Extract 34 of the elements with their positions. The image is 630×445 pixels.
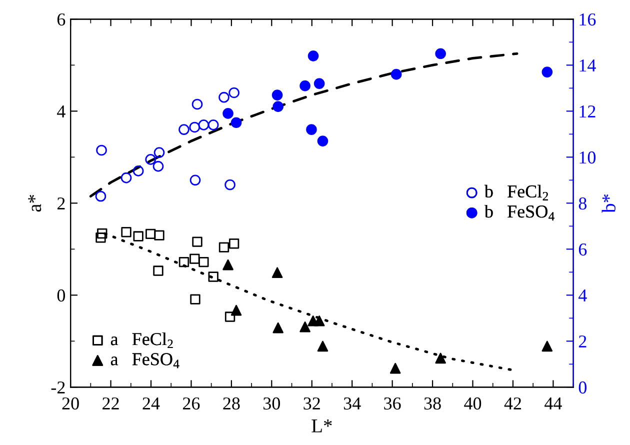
x-tick-label: 32 [304,397,320,410]
y2-tick-label: 12 [580,105,596,118]
y2-tick-label: 8 [578,197,586,210]
y-tick-label: 2 [57,197,65,210]
x-tick-label: 20 [62,397,79,410]
y2-tick-label: 4 [578,290,587,302]
x-tick-label: 40 [464,397,482,410]
x-tick-label: 34 [344,397,361,410]
y2-tick-label: 14 [580,59,596,72]
x-tick-label: 26 [182,397,200,410]
x-tick-label: 38 [424,397,441,410]
x-tick-label: 24 [142,397,160,410]
x-tick-label: 28 [223,397,240,410]
y2-tick-label: 10 [580,151,596,164]
y2-tick-label: 6 [578,243,587,256]
y2-tick-label: 2 [578,335,586,348]
y-axis-title: a* [28,194,42,212]
x-tick-label: 44 [544,398,562,410]
y2-axis-title: b* [602,194,616,213]
x-tick-label: 30 [263,397,280,410]
y-tick-label: -2 [51,381,65,394]
y-tick-label: 6 [57,13,66,26]
x-tick-label: 36 [384,397,401,410]
x-tick-label: 42 [504,397,522,410]
y-tick-label: 0 [57,289,66,302]
legend-label: b FeSO$_{4}$ [484,204,554,220]
y-tick-label: 4 [57,106,66,118]
legend-label: a FeSO$_{4}$ [110,353,180,368]
y2-tick-label: 0 [578,381,586,394]
x-tick-label: 22 [102,397,119,410]
legend-label: a FeCl$_{2}$ [110,332,173,348]
y2-tick-label: 16 [580,13,596,26]
legend-label: b FeCl$_{2}$ [484,184,548,200]
x-axis-title: L* [312,420,332,432]
